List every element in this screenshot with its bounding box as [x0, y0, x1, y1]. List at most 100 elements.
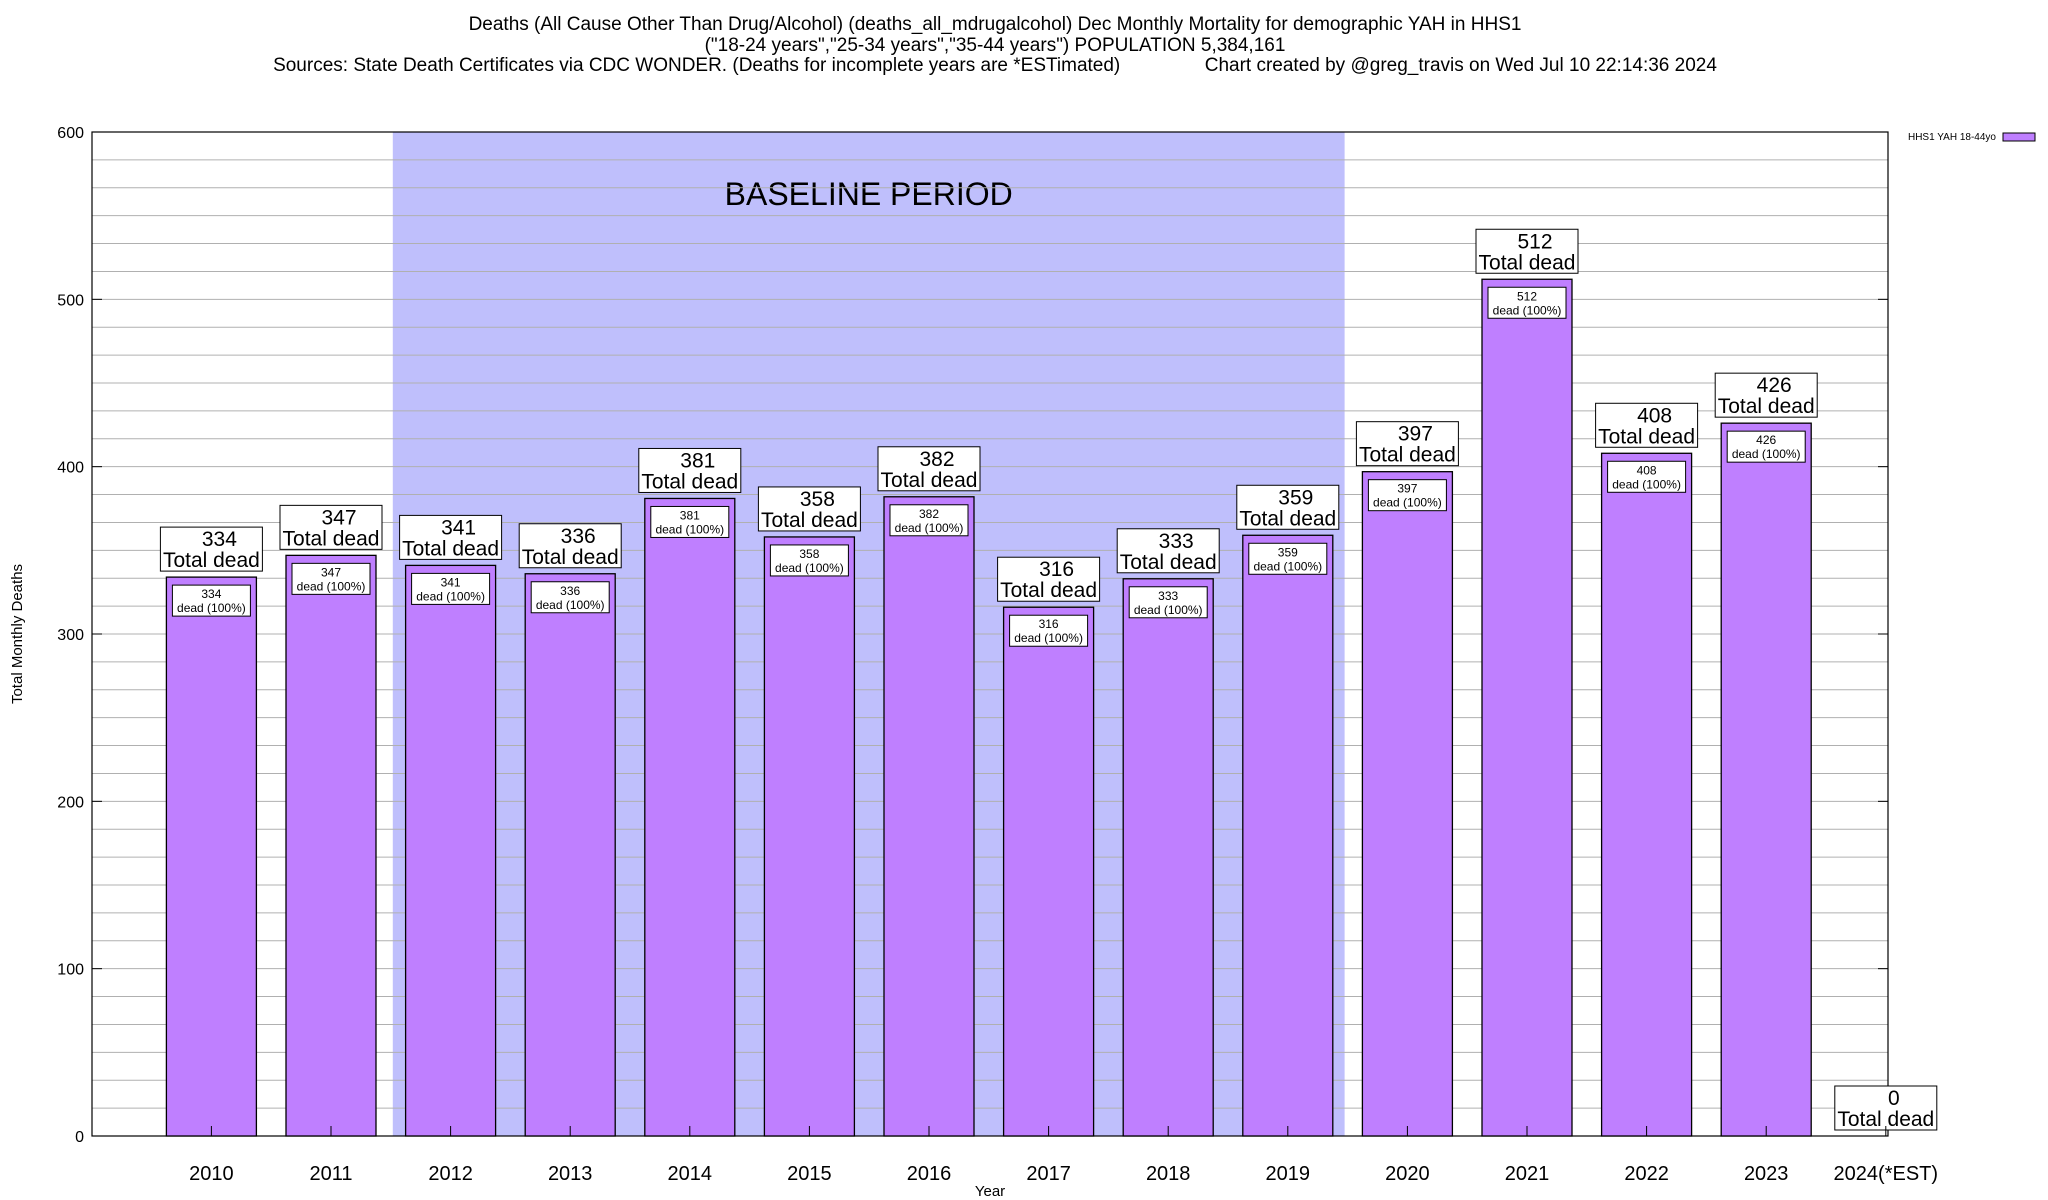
- top-label-box: [1475, 228, 1579, 274]
- top-label-value: 334: [202, 528, 237, 551]
- inner-label-text: dead (100%): [416, 589, 485, 603]
- top-label-value: 359: [1278, 486, 1313, 509]
- inner-label-value: 512: [1517, 289, 1537, 303]
- inner-label-value: 381: [680, 508, 700, 522]
- top-label-box: [159, 526, 263, 572]
- top-label-value: 512: [1517, 230, 1552, 253]
- top-label-value: 336: [561, 525, 596, 548]
- top-label-box: [1236, 484, 1340, 530]
- top-label-text: Total dead: [1718, 395, 1815, 418]
- inner-label-box: [1726, 430, 1806, 463]
- y-tick-label: 200: [57, 794, 84, 811]
- top-label-value: 358: [800, 488, 835, 511]
- top-label-value: 381: [680, 449, 715, 472]
- inner-label-value: 341: [441, 575, 461, 589]
- inner-label-value: 333: [1158, 589, 1178, 603]
- inner-label-box: [769, 544, 849, 577]
- top-label-value: 341: [441, 516, 476, 539]
- inner-label-box: [1487, 286, 1567, 319]
- y-tick-label: 300: [57, 627, 84, 644]
- inner-label-text: dead (100%): [1493, 303, 1562, 317]
- x-tick-label: 2014: [668, 1163, 713, 1185]
- x-tick-label: 2017: [1026, 1163, 1071, 1185]
- bar-2016: [883, 496, 975, 1137]
- top-label-value: 408: [1637, 404, 1672, 427]
- x-tick-label: 2023: [1744, 1163, 1789, 1185]
- top-label-value: 316: [1039, 558, 1074, 581]
- top-label-box: [399, 514, 503, 560]
- top-label-box: [877, 446, 981, 492]
- x-axis-label: Year: [975, 1183, 1005, 1200]
- top-label-value: 397: [1398, 423, 1433, 446]
- inner-label-text: dead (100%): [1373, 496, 1442, 510]
- bar-2018: [1122, 578, 1214, 1137]
- inner-label-text: dead (100%): [1253, 559, 1322, 573]
- top-label-box: [1834, 1085, 1938, 1131]
- inner-label-box: [1128, 586, 1208, 619]
- inner-label-text: dead (100%): [1732, 447, 1801, 461]
- top-label-text: Total dead: [283, 527, 380, 550]
- y-tick-label: 500: [57, 292, 84, 309]
- x-tick-label: 2013: [548, 1163, 593, 1185]
- baseline-period-label: BASELINE PERIOD: [725, 176, 1013, 212]
- x-tick-label: 2011: [309, 1163, 352, 1185]
- top-label-value: 382: [919, 448, 954, 471]
- inner-label-text: dead (100%): [655, 522, 724, 536]
- bar-2013: [524, 573, 616, 1137]
- inner-label-box: [171, 584, 251, 617]
- inner-label-box: [889, 504, 969, 537]
- top-label-text: Total dead: [1598, 425, 1695, 448]
- bar-2020: [1361, 471, 1454, 1137]
- top-label-value: 0: [1888, 1087, 1900, 1110]
- y-axis-label: Total Monthly Deaths: [9, 564, 26, 704]
- top-label-text: Total dead: [1479, 251, 1576, 274]
- inner-label-box: [1367, 479, 1447, 512]
- inner-label-value: 336: [560, 584, 580, 598]
- inner-label-box: [1607, 460, 1687, 493]
- x-tick-label: 2015: [787, 1163, 832, 1185]
- top-label-text: Total dead: [881, 469, 978, 492]
- inner-label-box: [1248, 542, 1328, 575]
- x-tick-label: 2022: [1624, 1163, 1669, 1185]
- top-label-text: Total dead: [1239, 507, 1336, 530]
- inner-label-box: [650, 505, 730, 538]
- bar-2011: [285, 554, 377, 1137]
- y-tick-label: 100: [57, 962, 84, 979]
- inner-label-value: 426: [1756, 433, 1776, 447]
- top-label-value: 333: [1159, 530, 1194, 553]
- top-label-text: Total dead: [1359, 444, 1456, 467]
- bar-2023: [1720, 422, 1812, 1137]
- bar-2012: [404, 564, 497, 1137]
- inner-label-text: dead (100%): [536, 598, 605, 612]
- top-label-text: Total dead: [641, 470, 738, 493]
- top-label-text: Total dead: [761, 509, 858, 532]
- inner-label-value: 316: [1039, 617, 1059, 631]
- top-label-box: [1714, 372, 1818, 418]
- x-tick-label: 2019: [1266, 1163, 1311, 1185]
- inner-label-value: 359: [1278, 545, 1298, 559]
- title-line-2: ("18-24 years","25-34 years","35-44 year…: [704, 35, 1286, 56]
- bar-2019: [1242, 534, 1334, 1137]
- inner-label-box: [411, 572, 491, 605]
- inner-label-text: dead (100%): [895, 521, 964, 535]
- top-label-box: [518, 523, 622, 569]
- inner-label-box: [530, 581, 610, 614]
- top-label-box: [1595, 402, 1699, 448]
- x-tick-label: 2021: [1505, 1163, 1550, 1185]
- inner-label-text: dead (100%): [1134, 603, 1203, 617]
- title-line-3: Sources: State Death Certificates via CD…: [273, 55, 1717, 76]
- inner-label-value: 397: [1397, 482, 1417, 496]
- inner-label-value: 408: [1637, 463, 1657, 477]
- x-tick-label: 2016: [907, 1163, 952, 1185]
- top-label-box: [638, 447, 742, 493]
- inner-label-value: 358: [799, 547, 819, 561]
- top-label-box: [757, 486, 861, 532]
- inner-label-value: 347: [321, 565, 341, 579]
- top-label-value: 426: [1757, 374, 1792, 397]
- bar-2017: [1002, 606, 1095, 1137]
- bar-2022: [1600, 452, 1693, 1137]
- inner-label-value: 334: [201, 587, 221, 601]
- inner-label-box: [1009, 614, 1089, 647]
- y-tick-label: 0: [75, 1129, 84, 1146]
